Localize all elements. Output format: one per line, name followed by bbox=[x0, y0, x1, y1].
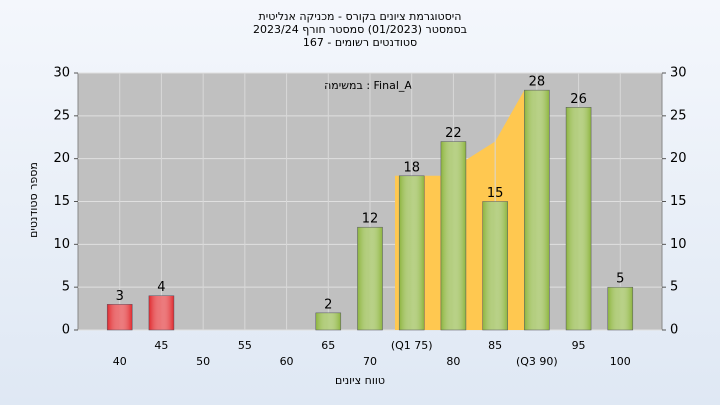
chart-subtitle: בסמסטר (01/2023) סמסטר חורף 2023/24 bbox=[253, 23, 467, 36]
bar bbox=[106, 304, 133, 331]
x-tick-label: 40 bbox=[113, 355, 127, 368]
y2-tick-label: 0 bbox=[670, 323, 678, 338]
bar bbox=[357, 226, 383, 331]
x-tick-label: 100 bbox=[610, 355, 631, 368]
x-tick-label: 60 bbox=[280, 355, 294, 368]
y2-tick-label: 15 bbox=[670, 194, 687, 209]
x-tick-label: 70 bbox=[363, 355, 377, 368]
chart-title: היסטוגרמת ציונים בקורס - מכניקה אנליטית bbox=[259, 10, 462, 23]
data-label: 15 bbox=[487, 186, 504, 201]
y2-tick-label: 5 bbox=[670, 280, 678, 295]
bar bbox=[148, 295, 175, 331]
y-tick-label: 10 bbox=[53, 237, 70, 252]
bar bbox=[398, 175, 425, 331]
bar bbox=[565, 107, 592, 331]
data-label: 5 bbox=[616, 272, 624, 287]
x-tick-label: (Q3 90) bbox=[516, 355, 558, 368]
bar bbox=[524, 89, 550, 331]
chart-subtitle: סטודנטים רשומים - 167 bbox=[303, 36, 417, 49]
x-axis-label: טווח ציונים bbox=[335, 374, 385, 387]
bar bbox=[482, 201, 508, 331]
y-tick-label: 20 bbox=[53, 151, 70, 166]
data-label: 12 bbox=[362, 212, 379, 227]
data-label: 26 bbox=[570, 92, 587, 107]
x-tick-label: 50 bbox=[196, 355, 210, 368]
x-tick-label: 45 bbox=[154, 339, 168, 352]
y-axis-label: מספר סטודנטים bbox=[27, 162, 40, 238]
y-tick-label: 15 bbox=[53, 194, 70, 209]
y2-tick-label: 30 bbox=[670, 66, 687, 81]
y-tick-label: 0 bbox=[62, 323, 70, 338]
data-label: 18 bbox=[403, 160, 420, 175]
x-tick-label: 95 bbox=[572, 339, 586, 352]
y2-tick-label: 20 bbox=[670, 151, 687, 166]
data-label: 4 bbox=[157, 280, 165, 295]
y2-tick-label: 25 bbox=[670, 108, 687, 123]
y-tick-label: 25 bbox=[53, 108, 70, 123]
data-label: 28 bbox=[529, 75, 546, 90]
x-tick-label: 80 bbox=[446, 355, 460, 368]
bar bbox=[607, 286, 634, 331]
iqr-area bbox=[395, 90, 550, 330]
x-tick-label: 85 bbox=[488, 339, 502, 352]
data-label: 3 bbox=[116, 289, 124, 304]
x-tick-label: 55 bbox=[238, 339, 252, 352]
y-tick-label: 30 bbox=[53, 66, 70, 81]
x-tick-label: (Q1 75) bbox=[391, 339, 433, 352]
x-tick-label: 65 bbox=[321, 339, 335, 352]
annotation: במשימה : Final_A bbox=[324, 79, 412, 92]
data-label: 22 bbox=[445, 126, 462, 141]
bar bbox=[440, 141, 467, 331]
y2-tick-label: 10 bbox=[670, 237, 687, 252]
data-label: 2 bbox=[324, 297, 332, 312]
y-tick-label: 5 bbox=[62, 280, 70, 295]
bar bbox=[315, 312, 342, 331]
